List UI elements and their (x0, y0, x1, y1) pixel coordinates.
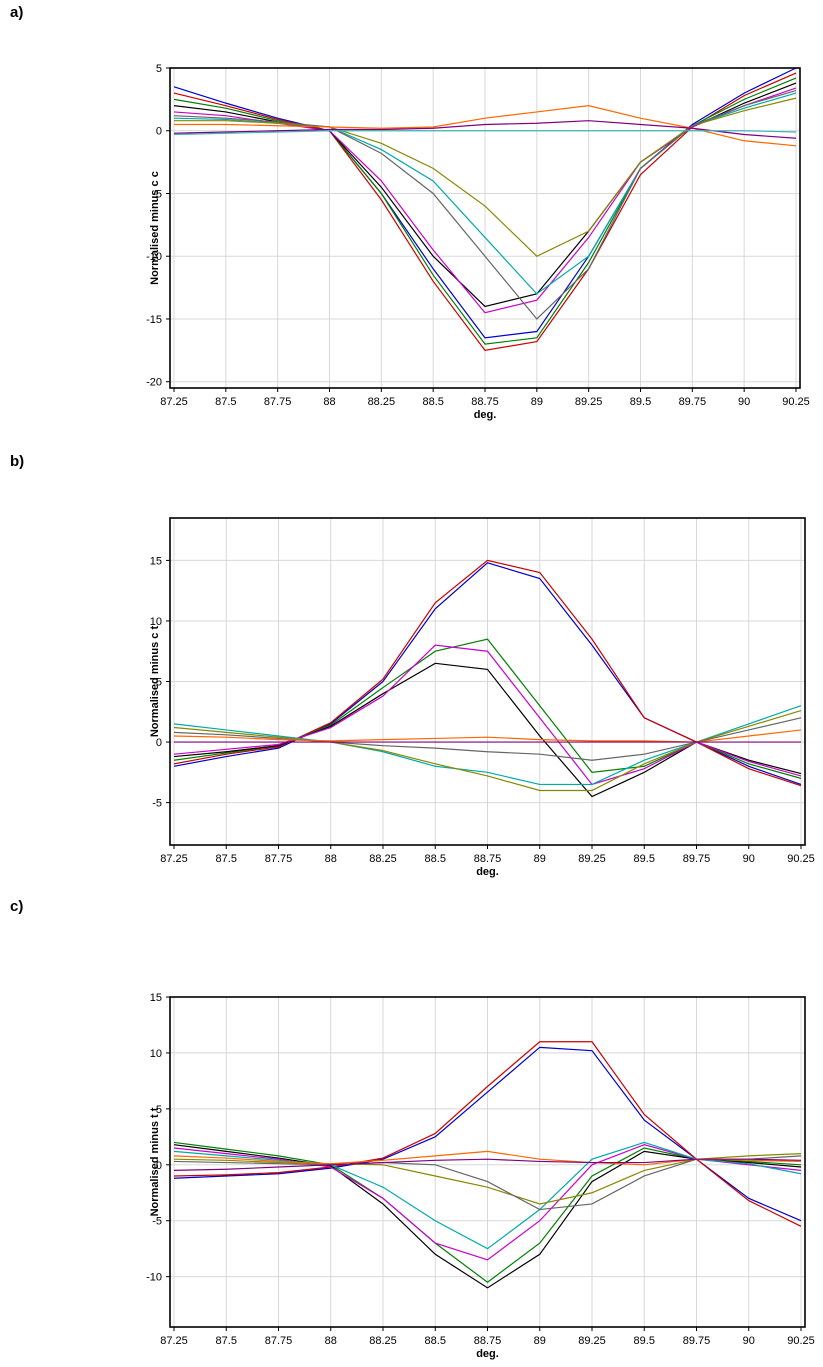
x-tick-label: 87.75 (264, 396, 292, 408)
x-tick-label: 89.5 (630, 396, 651, 408)
y-tick-label: -20 (146, 377, 162, 389)
x-tick-label: 88 (323, 396, 335, 408)
x-tick-label: 90.25 (782, 396, 810, 408)
panel-label-b: b) (10, 453, 25, 470)
panel-label-c: c) (10, 898, 24, 915)
x-tick-label: 88.75 (471, 396, 499, 408)
y-axis-label: Normalised minus c c (149, 171, 161, 285)
series-line (173, 67, 797, 339)
x-tick-label: 87.5 (215, 396, 236, 408)
y-tick-label: -5 (152, 188, 162, 200)
x-tick-label: 89 (531, 396, 543, 408)
x-tick-label: 89.75 (679, 396, 707, 408)
plot-area: 87.25 87.5 87.75 88 88.25 88.5 88.75 89 89.25 89.… (146, 63, 810, 421)
x-tick-label: 90 (738, 396, 750, 408)
x-axis-label: deg. (474, 409, 497, 421)
panel-label-a: a) (10, 4, 24, 21)
y-tick-label: 5 (156, 63, 162, 75)
series-line (173, 130, 797, 136)
x-tick-label: 88.25 (368, 396, 396, 408)
series-line (173, 120, 797, 139)
y-tick-label: -10 (146, 251, 162, 263)
x-tick-label: 87.25 (160, 396, 188, 408)
x-tick-label: 89.25 (575, 396, 603, 408)
y-tick-label: 0 (156, 126, 162, 138)
series-line (173, 90, 797, 320)
y-tick-label: -15 (146, 314, 162, 326)
x-tick-label: 88.5 (422, 396, 443, 408)
